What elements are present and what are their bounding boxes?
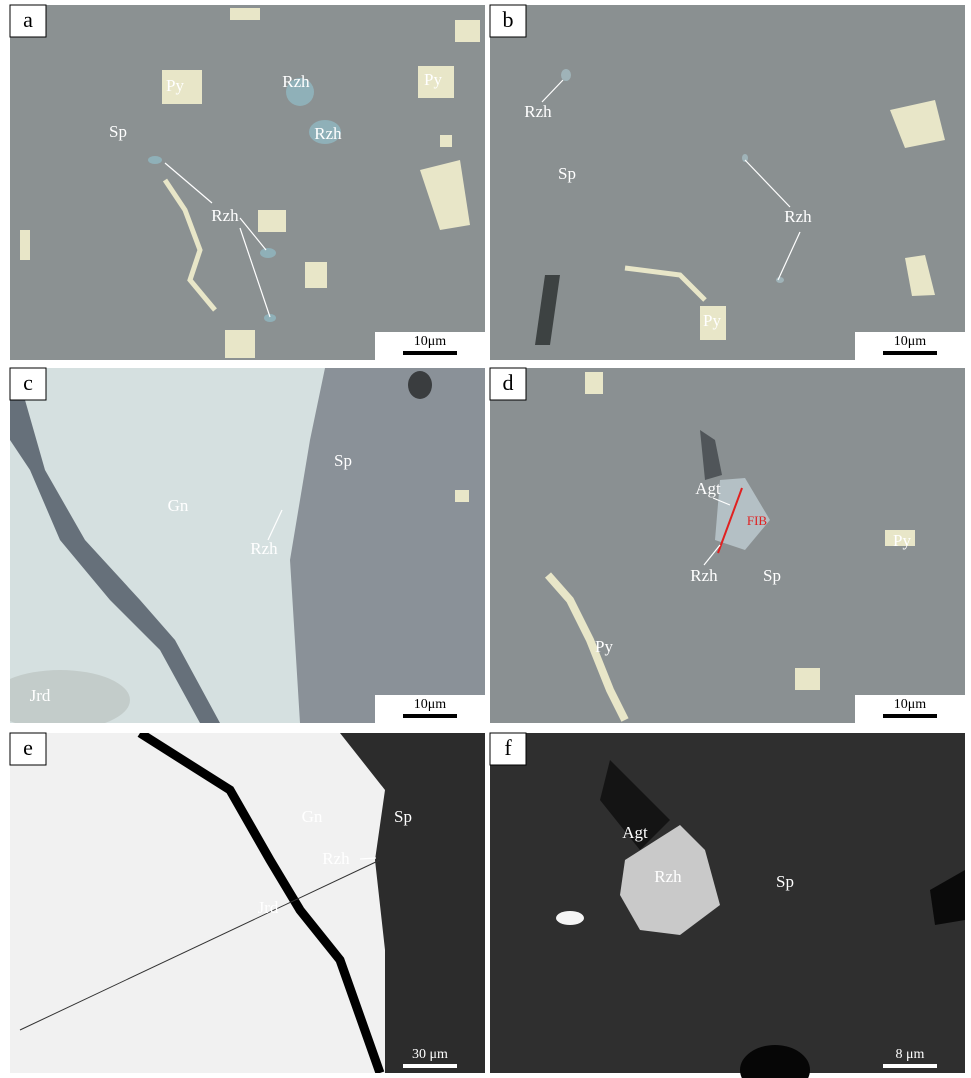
scale-bar <box>883 714 937 718</box>
mineral-label: Jrd <box>30 686 51 705</box>
panel-letter: f <box>504 735 512 760</box>
mineral-label: Rzh <box>211 206 239 225</box>
mineral-label: Rzh <box>654 867 682 886</box>
mineral-label: Rzh <box>784 207 812 226</box>
mineral-label: Agt <box>622 823 648 842</box>
mineral-label: Rzh <box>250 539 278 558</box>
panel-d-image <box>455 368 965 723</box>
scale-box <box>855 695 965 723</box>
panel-e-image <box>10 733 485 1073</box>
scale-label: 30 μm <box>412 1047 448 1062</box>
panel-letter: c <box>23 370 33 395</box>
scale-label: 10μm <box>894 334 927 349</box>
scale-bar <box>883 351 937 355</box>
mineral-label: FIB <box>747 513 768 528</box>
mineral-label: Rzh <box>524 102 552 121</box>
panel-a-image <box>10 5 485 360</box>
scale-label: 10μm <box>414 697 447 712</box>
panel-letter: d <box>503 370 514 395</box>
scale-box <box>375 332 485 360</box>
mineral-label: Sp <box>334 451 352 470</box>
mineral-label: Jrd <box>258 898 279 917</box>
letter-box <box>489 4 527 38</box>
mineral-label: Sp <box>776 872 794 891</box>
panel-b-image <box>490 5 965 360</box>
mineral-label: Rzh <box>314 124 342 143</box>
scale-bar <box>403 351 457 355</box>
letter-box <box>489 732 527 766</box>
mineral-label: Py <box>166 76 184 95</box>
letter-box <box>489 367 527 401</box>
mineral-label: Py <box>703 311 721 330</box>
mineral-label: Rzh <box>282 72 310 91</box>
scale-label: 8 μm <box>896 1047 925 1062</box>
scale-box <box>375 695 485 723</box>
mineral-label: Rzh <box>322 849 350 868</box>
mineral-label: Py <box>595 637 613 656</box>
scale-bar <box>883 1064 937 1068</box>
mineral-label: Sp <box>763 566 781 585</box>
panel-letter: e <box>23 735 33 760</box>
mineral-label: Sp <box>558 164 576 183</box>
letter-box <box>9 4 47 38</box>
mineral-label: Agt <box>695 479 721 498</box>
mineral-label: Sp <box>109 122 127 141</box>
letter-box <box>9 732 47 766</box>
mineral-label: Py <box>424 70 442 89</box>
scale-bar <box>403 714 457 718</box>
mineral-label: Rzh <box>690 566 718 585</box>
panel-c-image <box>10 368 485 723</box>
mineral-label: Gn <box>302 807 323 826</box>
mineral-label: Gn <box>168 496 189 515</box>
letter-box <box>9 367 47 401</box>
mineral-label: Py <box>893 531 911 550</box>
mineral-label: Sp <box>394 807 412 826</box>
scale-box <box>855 332 965 360</box>
panel-letter: a <box>23 7 33 32</box>
panel-letter: b <box>503 7 514 32</box>
panel-f-image <box>490 733 965 1078</box>
scale-bar <box>403 1064 457 1068</box>
scale-label: 10μm <box>414 334 447 349</box>
scale-label: 10μm <box>894 697 927 712</box>
